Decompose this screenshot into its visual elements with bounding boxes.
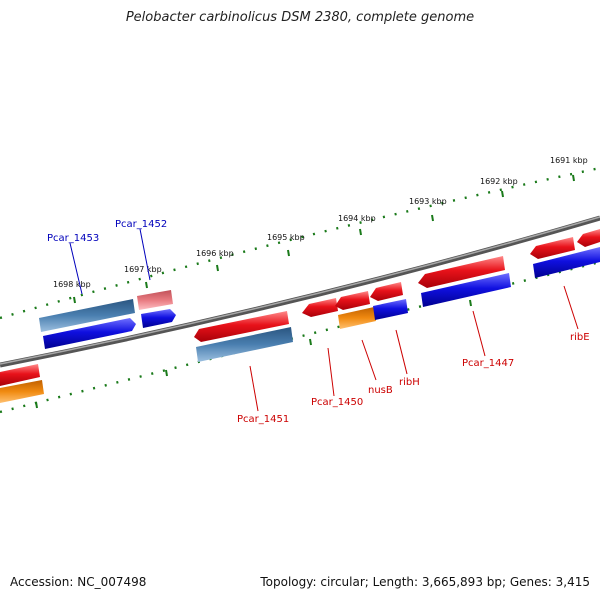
kbp-label: 1691 kbp bbox=[550, 156, 588, 165]
gene-pcar-1451-rev[interactable] bbox=[196, 327, 293, 362]
gene-label-pcar-1450[interactable]: Pcar_1450 bbox=[311, 397, 363, 408]
label-leaders bbox=[69, 228, 579, 412]
map-title: Pelobacter carbinolicus DSM 2380, comple… bbox=[125, 10, 475, 25]
accession-label: Accession: NC_007498 bbox=[10, 575, 147, 589]
gene-pcar-1450-rev[interactable] bbox=[338, 307, 376, 329]
gene-label-ribe[interactable]: ribE bbox=[570, 332, 590, 343]
gene-nusb-fwd[interactable] bbox=[335, 291, 370, 310]
kbp-label: 1693 kbp bbox=[409, 197, 447, 206]
gene-ribe-fwd[interactable] bbox=[530, 237, 575, 259]
gene-pcar-1450-fwd[interactable] bbox=[302, 298, 338, 317]
gene-label-nusb[interactable]: nusB bbox=[368, 385, 393, 396]
gene-pcar-1451-fwd[interactable] bbox=[194, 311, 289, 342]
gene-edge-right-fwd[interactable] bbox=[577, 229, 600, 247]
kbp-label: 1694 kbp bbox=[338, 214, 376, 223]
gene-pcar-1452-rev[interactable] bbox=[141, 309, 176, 328]
genome-summary: Topology: circular; Length: 3,665,893 bp… bbox=[260, 575, 590, 589]
gene-pcar-1447-fwd[interactable] bbox=[418, 256, 505, 288]
gene-label-pcar-1453[interactable]: Pcar_1453 bbox=[47, 233, 99, 244]
gene-label-ribh[interactable]: ribH bbox=[399, 377, 420, 388]
gene-ribh-fwd[interactable] bbox=[370, 282, 403, 301]
genome-backbone bbox=[0, 215, 600, 368]
kbp-label: 1692 kbp bbox=[480, 177, 518, 186]
gene-ribe-rev[interactable] bbox=[533, 247, 600, 278]
gene-label-pcar-1451[interactable]: Pcar_1451 bbox=[237, 414, 289, 425]
kbp-label: 1695 kbp bbox=[267, 233, 305, 242]
gene-nusb-rev[interactable] bbox=[373, 299, 408, 320]
gene-pcar-1452[interactable] bbox=[137, 290, 173, 310]
gene-pcar-1447-rev[interactable] bbox=[421, 273, 511, 307]
major-ticks bbox=[35, 174, 575, 409]
kbp-label: 1696 kbp bbox=[196, 249, 234, 258]
gene-edge-left-fwd[interactable] bbox=[0, 364, 40, 386]
kbp-label: 1698 kbp bbox=[53, 280, 91, 289]
gene-pcar-1453[interactable] bbox=[39, 299, 135, 332]
gene-label-pcar-1452[interactable]: Pcar_1452 bbox=[115, 219, 167, 230]
gene-pcar-1453-rev[interactable] bbox=[43, 318, 136, 349]
kbp-label: 1697 kbp bbox=[124, 265, 162, 274]
gene-edge-left-rev[interactable] bbox=[0, 380, 44, 403]
gene-label-pcar-1447[interactable]: Pcar_1447 bbox=[462, 358, 514, 369]
